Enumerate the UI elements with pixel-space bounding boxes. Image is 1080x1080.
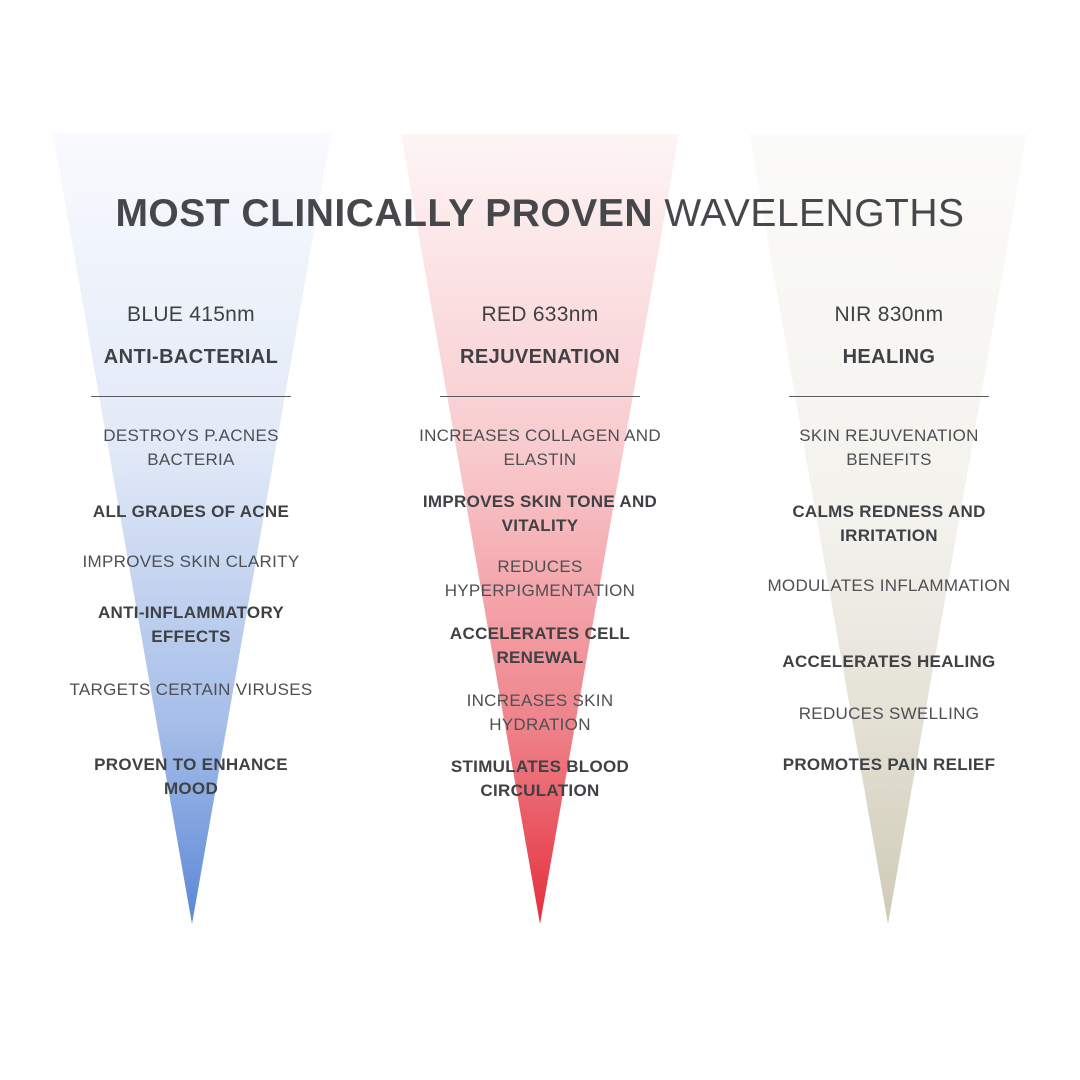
benefit-heading: ANTI-BACTERIAL [103,346,279,368]
list-item: IMPROVES SKIN CLARITY [82,552,300,571]
benefit-heading: REJUVENATION [459,346,620,368]
wavelength-label: RED 633nm [481,303,599,326]
wavelength-label: NIR 830nm [834,303,944,326]
list-item: PROVEN TO ENHANCE MOOD [94,755,288,798]
page-title: MOST CLINICALLY PROVEN WAVELENGTHS [0,192,1080,236]
list-item: INCREASES SKIN HYDRATION [466,691,614,734]
list-item: ACCELERATES HEALING [782,652,996,671]
list-item: SKIN REJUVENATION BENEFITS [799,426,979,469]
list-item: REDUCES HYPERPIGMENTATION [444,557,636,600]
divider [440,396,640,397]
list-item: INCREASES COLLAGEN AND ELASTIN [419,426,661,469]
list-item: CALMS REDNESS AND IRRITATION [792,502,986,545]
list-item: REDUCES SWELLING [798,704,980,723]
title-bold: MOST CLINICALLY PROVEN [115,192,653,235]
red-cone [401,134,679,924]
divider [91,396,291,397]
list-item: DESTROYS P.ACNES BACTERIA [103,426,279,469]
list-item: ANTI-INFLAMMATORY EFFECTS [97,603,285,646]
divider [789,396,989,397]
list-item: ACCELERATES CELL RENEWAL [449,624,631,667]
list-item: ALL GRADES OF ACNE [92,502,290,521]
list-item: TARGETS CERTAIN VIRUSES [69,680,313,699]
list-item: PROMOTES PAIN RELIEF [782,755,996,774]
blue-cone [53,134,331,924]
title-light: WAVELENGTHS [664,192,965,235]
column-red: RED 633nm REJUVENATION INCREASES COLLAGE… [415,300,665,800]
list-item: STIMULATES BLOOD CIRCULATION [450,757,630,800]
column-nir: NIR 830nm HEALING SKIN REJUVENATION BENE… [764,300,1014,774]
nir-cone [749,134,1027,924]
wavelength-label: BLUE 415nm [127,303,255,326]
column-blue: BLUE 415nm ANTI-BACTERIAL DESTROYS P.ACN… [66,300,316,798]
list-item: IMPROVES SKIN TONE AND VITALITY [422,492,658,535]
list-item: MODULATES INFLAMMATION [767,576,1011,595]
benefit-heading: HEALING [842,346,936,368]
